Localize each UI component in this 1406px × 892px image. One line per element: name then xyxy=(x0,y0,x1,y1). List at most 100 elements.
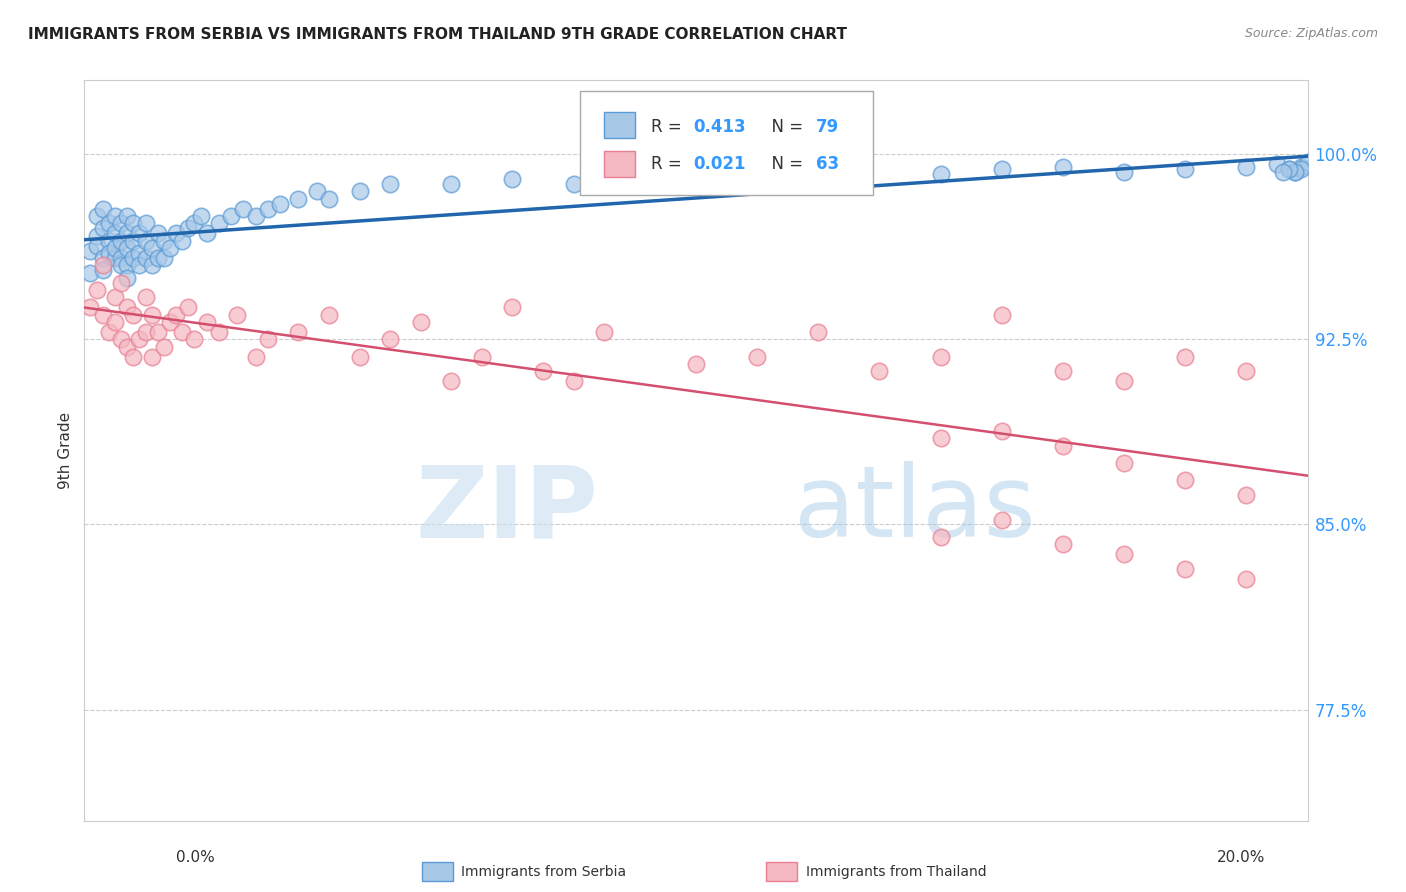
Point xyxy=(195,315,218,329)
Point xyxy=(991,308,1014,322)
Point xyxy=(110,251,132,265)
Text: 0.021: 0.021 xyxy=(693,155,747,173)
Point xyxy=(349,350,371,364)
Point xyxy=(929,167,952,181)
Point xyxy=(115,340,138,354)
Point xyxy=(531,364,554,378)
Point xyxy=(380,332,402,346)
Point xyxy=(110,216,132,230)
Point xyxy=(747,350,769,364)
Point xyxy=(226,308,249,322)
Point xyxy=(141,259,163,273)
Point xyxy=(128,246,150,260)
Point xyxy=(232,202,254,216)
Point xyxy=(1265,157,1288,171)
Text: atlas: atlas xyxy=(794,461,1035,558)
Point xyxy=(128,332,150,346)
Point xyxy=(104,209,127,223)
Point xyxy=(1236,160,1258,174)
Point xyxy=(86,209,108,223)
Text: Immigrants from Thailand: Immigrants from Thailand xyxy=(806,865,986,880)
Point xyxy=(287,192,309,206)
Point xyxy=(122,216,145,230)
Point xyxy=(135,216,157,230)
Point xyxy=(318,192,340,206)
Text: 63: 63 xyxy=(815,155,839,173)
Point xyxy=(1236,364,1258,378)
Point xyxy=(122,251,145,265)
Point xyxy=(929,431,952,445)
Point xyxy=(79,266,101,280)
Point xyxy=(97,325,120,339)
Point xyxy=(562,177,585,191)
Point xyxy=(110,332,132,346)
Point xyxy=(257,332,280,346)
Point xyxy=(1114,375,1136,389)
Point xyxy=(141,241,163,255)
Text: R =: R = xyxy=(651,118,686,136)
Text: ZIP: ZIP xyxy=(415,461,598,558)
Point xyxy=(991,424,1014,438)
Point xyxy=(146,325,169,339)
Point xyxy=(79,301,101,315)
Point xyxy=(1291,162,1313,177)
Text: Immigrants from Serbia: Immigrants from Serbia xyxy=(461,865,626,880)
Point xyxy=(1174,350,1197,364)
Point xyxy=(593,325,616,339)
Point xyxy=(1291,160,1313,174)
Point xyxy=(104,315,127,329)
Point xyxy=(1296,154,1319,169)
Point xyxy=(141,308,163,322)
Point xyxy=(135,325,157,339)
Point xyxy=(1174,473,1197,487)
Point xyxy=(190,209,212,223)
Point xyxy=(110,259,132,273)
Point xyxy=(1052,438,1074,452)
Point xyxy=(91,221,114,235)
Point xyxy=(86,283,108,297)
Point xyxy=(104,290,127,304)
Point xyxy=(86,238,108,252)
Point xyxy=(128,259,150,273)
Point xyxy=(380,177,402,191)
Point xyxy=(1272,164,1295,178)
Point xyxy=(1278,162,1301,177)
Point xyxy=(1052,537,1074,551)
Point xyxy=(177,221,200,235)
Point xyxy=(929,530,952,544)
Point xyxy=(440,177,463,191)
Point xyxy=(91,263,114,277)
Point xyxy=(1114,456,1136,470)
Bar xyxy=(605,151,636,177)
Point xyxy=(502,172,524,186)
Point xyxy=(245,350,267,364)
Point xyxy=(195,227,218,241)
Point xyxy=(1284,164,1306,178)
Point xyxy=(929,350,952,364)
Point xyxy=(991,512,1014,526)
Point xyxy=(257,202,280,216)
Point xyxy=(349,185,371,199)
Point xyxy=(183,332,205,346)
Y-axis label: 9th Grade: 9th Grade xyxy=(58,412,73,489)
Point xyxy=(115,241,138,255)
Point xyxy=(122,350,145,364)
Point xyxy=(1278,162,1301,177)
Point xyxy=(624,172,647,186)
Point xyxy=(562,375,585,389)
Point xyxy=(110,276,132,290)
Point xyxy=(409,315,432,329)
Point xyxy=(1114,164,1136,178)
Text: N =: N = xyxy=(761,155,808,173)
Point xyxy=(86,228,108,243)
FancyBboxPatch shape xyxy=(579,91,873,195)
Point xyxy=(172,325,194,339)
Point xyxy=(991,162,1014,177)
Point xyxy=(91,308,114,322)
Point xyxy=(159,241,181,255)
Point xyxy=(159,315,181,329)
Point xyxy=(685,167,707,181)
Bar xyxy=(605,112,636,138)
Text: N =: N = xyxy=(761,118,808,136)
Point xyxy=(245,209,267,223)
